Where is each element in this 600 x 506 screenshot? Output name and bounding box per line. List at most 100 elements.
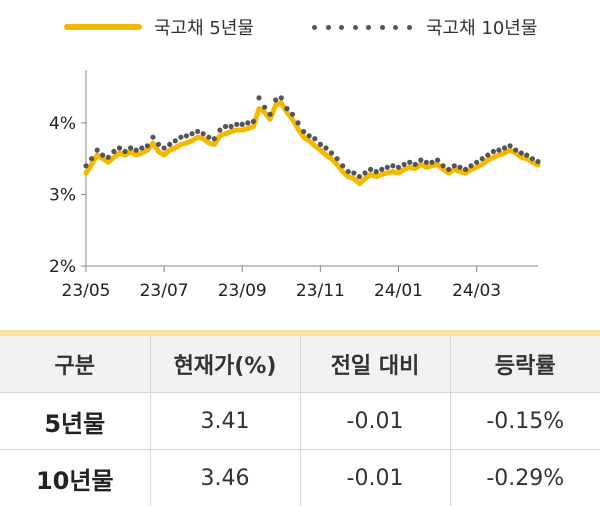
series-point-10y bbox=[83, 163, 88, 168]
series-point-10y bbox=[184, 133, 189, 138]
row-change: -0.01 bbox=[300, 450, 450, 506]
series-point-10y bbox=[418, 158, 423, 163]
series-point-10y bbox=[535, 159, 540, 164]
series-point-10y bbox=[508, 143, 513, 148]
series-point-10y bbox=[463, 167, 468, 172]
series-point-10y bbox=[229, 124, 234, 129]
legend-item-5y: 국고채 5년물 bbox=[64, 14, 254, 40]
series-point-10y bbox=[178, 135, 183, 140]
series-point-10y bbox=[385, 165, 390, 170]
series-point-10y bbox=[212, 136, 217, 141]
row-label: 10년물 bbox=[0, 450, 150, 506]
series-point-10y bbox=[452, 163, 457, 168]
series-point-10y bbox=[251, 119, 256, 124]
row-change-rate: -0.29% bbox=[450, 450, 600, 506]
series-point-10y bbox=[335, 156, 340, 161]
series-point-10y bbox=[301, 129, 306, 134]
series-point-10y bbox=[413, 162, 418, 167]
yield-table: 구분 현재가(%) 전일 대비 등락률 5년물 3.41 -0.01 -0.15… bbox=[0, 330, 600, 506]
series-point-10y bbox=[435, 158, 440, 163]
series-point-10y bbox=[379, 167, 384, 172]
series-point-10y bbox=[150, 135, 155, 140]
series-point-10y bbox=[496, 148, 501, 153]
header-change-rate: 등락률 bbox=[450, 333, 600, 393]
row-change: -0.01 bbox=[300, 393, 450, 450]
series-point-10y bbox=[524, 153, 529, 158]
series-point-10y bbox=[446, 167, 451, 172]
series-point-10y bbox=[429, 160, 434, 165]
series-point-10y bbox=[502, 145, 507, 150]
series-point-10y bbox=[111, 149, 116, 154]
legend-swatch-5y bbox=[64, 24, 142, 30]
row-current-price: 3.41 bbox=[150, 393, 300, 450]
series-point-10y bbox=[468, 163, 473, 168]
series-point-10y bbox=[206, 135, 211, 140]
series-point-10y bbox=[123, 149, 128, 154]
series-point-10y bbox=[145, 143, 150, 148]
series-point-10y bbox=[106, 155, 111, 160]
x-tick-label: 23/05 bbox=[62, 281, 111, 301]
series-point-10y bbox=[329, 150, 334, 155]
series-point-10y bbox=[485, 153, 490, 158]
x-tick-label: 24/03 bbox=[452, 281, 501, 301]
series-point-10y bbox=[273, 97, 278, 102]
legend-swatch-10y bbox=[312, 24, 412, 30]
series-line-5y bbox=[86, 103, 538, 184]
y-tick-label: 3% bbox=[49, 185, 76, 205]
series-point-10y bbox=[307, 133, 312, 138]
series-point-10y bbox=[390, 163, 395, 168]
series-point-10y bbox=[139, 145, 144, 150]
series-point-10y bbox=[362, 170, 367, 175]
series-point-10y bbox=[457, 165, 462, 170]
y-tick-label: 2% bbox=[49, 257, 76, 277]
series-point-10y bbox=[374, 169, 379, 174]
series-point-10y bbox=[295, 120, 300, 125]
row-label: 5년물 bbox=[0, 393, 150, 450]
legend-label-10y: 국고채 10년물 bbox=[426, 14, 537, 40]
series-point-10y bbox=[156, 142, 161, 147]
x-tick-label: 23/07 bbox=[140, 281, 189, 301]
series-point-10y bbox=[480, 156, 485, 161]
legend-label-5y: 국고채 5년물 bbox=[154, 14, 254, 40]
series-point-10y bbox=[201, 131, 206, 136]
series-point-10y bbox=[268, 112, 273, 117]
series-point-10y bbox=[323, 145, 328, 150]
series-point-10y bbox=[279, 95, 284, 100]
series-point-10y bbox=[117, 145, 122, 150]
series-point-10y bbox=[424, 160, 429, 165]
x-tick-label: 23/11 bbox=[296, 281, 345, 301]
series-point-10y bbox=[262, 105, 267, 110]
series-point-10y bbox=[240, 122, 245, 127]
series-point-10y bbox=[491, 149, 496, 154]
header-change: 전일 대비 bbox=[300, 333, 450, 393]
x-tick-label: 24/01 bbox=[374, 281, 423, 301]
x-tick-label: 23/09 bbox=[218, 281, 267, 301]
table-row: 5년물 3.41 -0.01 -0.15% bbox=[0, 393, 600, 450]
series-point-10y bbox=[290, 112, 295, 117]
series-point-10y bbox=[396, 165, 401, 170]
series-point-10y bbox=[530, 156, 535, 161]
series-point-10y bbox=[513, 148, 518, 153]
series-point-10y bbox=[340, 163, 345, 168]
series-point-10y bbox=[245, 120, 250, 125]
table-row: 10년물 3.46 -0.01 -0.29% bbox=[0, 450, 600, 506]
table-header-row: 구분 현재가(%) 전일 대비 등락률 bbox=[0, 333, 600, 393]
row-current-price: 3.46 bbox=[150, 450, 300, 506]
series-point-10y bbox=[357, 174, 362, 179]
series-point-10y bbox=[441, 163, 446, 168]
series-point-10y bbox=[474, 160, 479, 165]
series-point-10y bbox=[189, 131, 194, 136]
chart-legend: 국고채 5년물 국고채 10년물 bbox=[0, 0, 600, 60]
legend-item-10y: 국고채 10년물 bbox=[312, 14, 537, 40]
series-point-10y bbox=[195, 129, 200, 134]
series-point-10y bbox=[284, 106, 289, 111]
header-current-price: 현재가(%) bbox=[150, 333, 300, 393]
series-point-10y bbox=[312, 136, 317, 141]
series-point-10y bbox=[346, 169, 351, 174]
series-point-10y bbox=[173, 138, 178, 143]
series-point-10y bbox=[234, 122, 239, 127]
series-point-10y bbox=[128, 145, 133, 150]
series-point-10y bbox=[95, 148, 100, 153]
series-point-10y bbox=[167, 142, 172, 147]
